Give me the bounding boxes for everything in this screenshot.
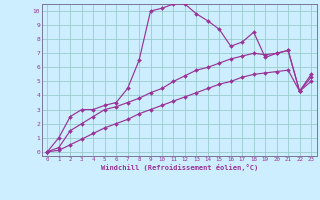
X-axis label: Windchill (Refroidissement éolien,°C): Windchill (Refroidissement éolien,°C): [100, 164, 258, 171]
